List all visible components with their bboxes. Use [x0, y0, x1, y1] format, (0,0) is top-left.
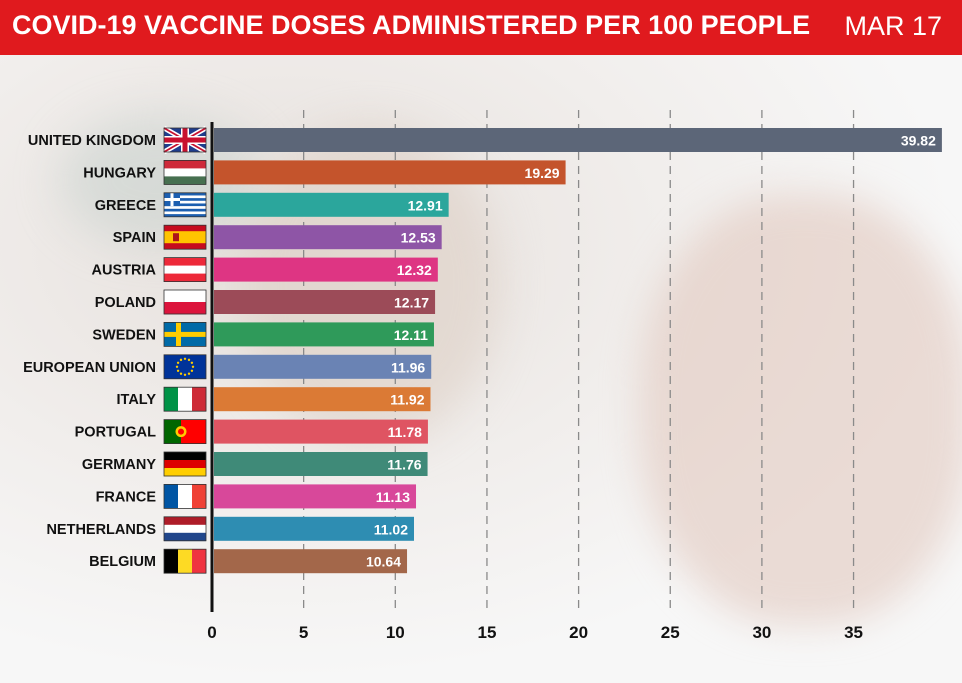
- x-tick-label: 10: [386, 623, 405, 642]
- x-tick-label: 30: [752, 623, 771, 642]
- bar-portugal: [214, 419, 428, 444]
- eu-flag-icon: [163, 354, 207, 380]
- category-label: GERMANY: [82, 457, 156, 473]
- spain-flag-icon: [163, 224, 207, 250]
- bar-germany: [214, 452, 428, 476]
- bar-value-label: 11.13: [376, 489, 410, 505]
- x-tick-label: 35: [844, 623, 863, 642]
- portugal-flag-icon: [163, 419, 207, 445]
- bar-poland: [214, 290, 436, 314]
- netherlands-flag-icon: [163, 516, 207, 542]
- category-label: GREECE: [95, 198, 157, 214]
- x-tick-label: 15: [477, 623, 496, 642]
- x-tick-label: 25: [661, 623, 680, 642]
- x-tick-label: 20: [569, 623, 588, 642]
- hungary-flag-icon: [163, 159, 207, 185]
- france-flag-icon: [163, 483, 207, 509]
- bar-sweden: [214, 322, 434, 347]
- category-label: SPAIN: [113, 230, 156, 246]
- x-tick-label: 5: [299, 623, 308, 642]
- bar-value-label: 19.29: [525, 165, 560, 181]
- bar-value-label: 11.92: [390, 392, 424, 408]
- category-label: BELGIUM: [89, 554, 156, 570]
- bar-spain: [214, 225, 442, 250]
- uk-flag-icon: [162, 125, 208, 155]
- bar-european-union: [214, 354, 432, 379]
- category-label: HUNGARY: [83, 165, 156, 181]
- bar-italy: [214, 387, 431, 412]
- bar-belgium: [214, 549, 408, 574]
- bar-greece: [214, 192, 449, 217]
- poland-flag-icon: [163, 289, 207, 315]
- category-label: POLAND: [95, 295, 156, 311]
- bar-netherlands: [214, 516, 414, 541]
- bar-value-label: 12.91: [408, 197, 443, 213]
- category-label: NETHERLANDS: [46, 522, 156, 538]
- bar-value-label: 39.82: [901, 133, 936, 149]
- bar-value-label: 12.32: [397, 262, 432, 278]
- chart-date: MAR 17: [844, 11, 942, 41]
- category-label: PORTUGAL: [75, 425, 157, 441]
- header-bar: COVID-19 VACCINE DOSES ADMINISTERED PER …: [0, 0, 962, 55]
- sweden-flag-icon: [163, 321, 207, 347]
- category-label: FRANCE: [96, 489, 157, 505]
- austria-flag-icon: [163, 257, 207, 283]
- germany-flag-icon: [163, 451, 207, 477]
- category-label: EUROPEAN UNION: [23, 360, 156, 376]
- category-label: SWEDEN: [92, 327, 156, 343]
- category-label: ITALY: [117, 392, 157, 408]
- category-label: AUSTRIA: [92, 263, 157, 279]
- bar-value-label: 10.64: [366, 554, 401, 570]
- bar-united-kingdom: [214, 128, 942, 152]
- category-label: UNITED KINGDOM: [28, 133, 156, 149]
- bar-value-label: 11.78: [388, 424, 422, 440]
- background-shape: [640, 195, 962, 625]
- bar-value-label: 11.76: [387, 457, 421, 473]
- bar-value-label: 12.11: [394, 327, 428, 343]
- italy-flag-icon: [163, 386, 207, 412]
- bar-value-label: 12.17: [394, 295, 429, 311]
- greece-flag-icon: [163, 192, 207, 218]
- bar-value-label: 11.02: [374, 521, 408, 537]
- bar-value-label: 12.53: [401, 230, 436, 246]
- belgium-flag-icon: [163, 548, 207, 574]
- bar-austria: [214, 257, 438, 282]
- chart-title: COVID-19 VACCINE DOSES ADMINISTERED PER …: [12, 10, 811, 40]
- x-tick-label: 0: [207, 623, 216, 642]
- bar-hungary: [214, 160, 566, 185]
- bar-france: [214, 484, 417, 509]
- bar-value-label: 11.96: [391, 359, 425, 375]
